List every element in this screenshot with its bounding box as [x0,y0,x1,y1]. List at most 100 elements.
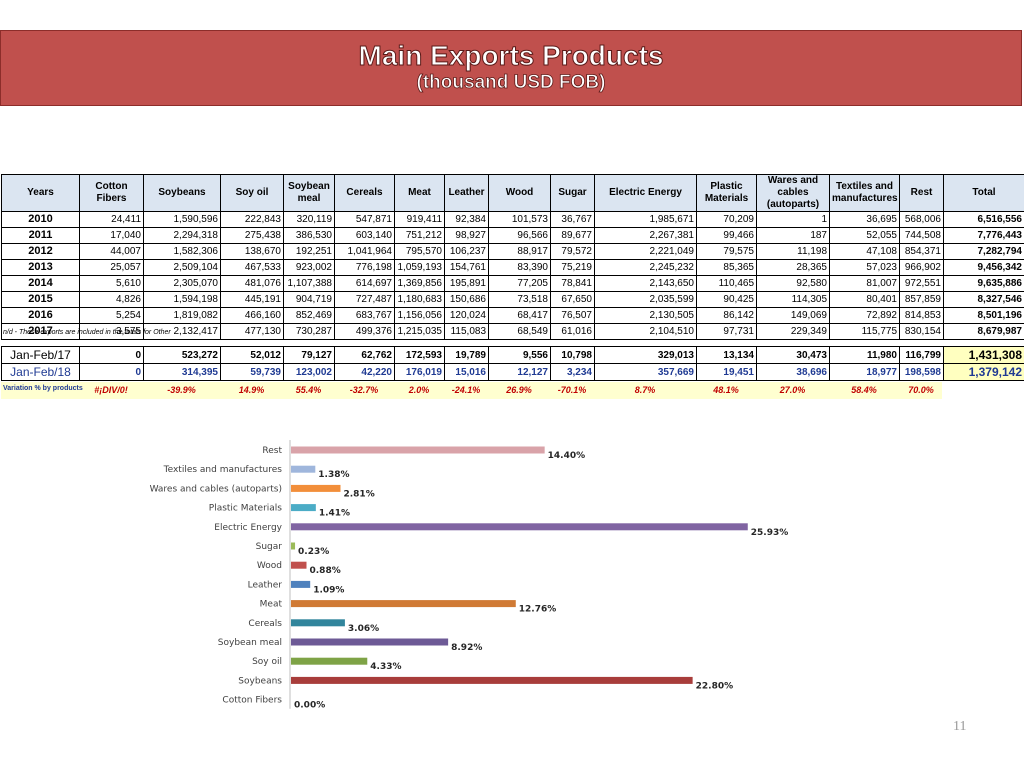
page-subtitle: (thousand USD FOB) [416,72,606,94]
table-cell: 76,507 [550,307,595,324]
table-cell: 2,221,049 [594,243,697,260]
page-title: Main Exports Products [358,40,664,71]
bar [291,523,748,531]
table-cell: 222,843 [220,211,284,228]
category-label: Electric Energy [214,523,282,533]
table-cell: 445,191 [220,291,284,308]
table-cell: 467,533 [220,259,284,276]
table-cell: 187 [756,227,830,244]
table-cell: 72,892 [829,307,900,324]
table-cell: 795,570 [394,243,445,260]
table-cell: 17,040 [79,227,144,244]
table-cell: 6,516,556 [943,211,1024,228]
table-cell: 1,582,306 [143,243,221,260]
table-cell: 52,012 [220,346,284,364]
table-cell: 70,209 [696,211,757,228]
table-cell: 116,799 [899,346,944,364]
table-cell: 79,127 [283,346,335,364]
table-cell: 88,917 [488,243,551,260]
table-cell: 85,365 [696,259,757,276]
table-cell: 62,762 [334,346,395,364]
table-cell: 19,789 [444,346,489,364]
table-cell: 138,670 [220,243,284,260]
data-label: 1.38% [318,470,349,480]
table-cell: 923,002 [283,259,335,276]
category-label: Meat [260,600,283,610]
table-cell: 115,083 [444,323,489,340]
column-header: Sugar [550,174,595,212]
variation-value: 2.0% [408,385,430,395]
table-cell: 114,305 [756,291,830,308]
table-cell: 1,041,964 [334,243,395,260]
variation-label: Variation % by products [3,385,83,392]
table-cell: 106,237 [444,243,489,260]
table-cell: 2,035,599 [594,291,697,308]
table-cell: 854,371 [899,243,944,260]
table-cell: 73,518 [488,291,551,308]
category-label: Wood [257,561,282,571]
table-cell: 80,401 [829,291,900,308]
table-row: 2015 4,826 1,594,198 445,191 904,719 727,487 1… [1,291,1024,308]
table-cell: 1,156,056 [394,307,445,324]
table-cell: 2012 [1,243,80,260]
table-cell: 13,134 [696,346,757,364]
table-cell: 150,686 [444,291,489,308]
data-label: 4.33% [370,662,401,672]
table-cell: 176,019 [394,363,445,381]
table-cell: 730,287 [283,323,335,340]
variation-row: Variation % by products #¡DIV/0! -39.9% 14… [1,382,942,399]
bar [291,484,341,492]
variation-value: 70.0% [908,385,934,395]
table-cell: 52,055 [829,227,900,244]
table-cell: 2,130,505 [594,307,697,324]
table-cell: 2016 [1,307,80,324]
bar [291,676,693,684]
table-cell: 751,212 [394,227,445,244]
table-cell: 18,977 [829,363,900,381]
variation-value: 58.4% [851,385,877,395]
bar [291,504,316,512]
table-cell: 2,294,318 [143,227,221,244]
column-header: Leather [444,174,489,212]
data-label: 3.06% [348,624,379,634]
bar [291,446,545,454]
column-header: Meat [394,174,445,212]
table-cell: 96,566 [488,227,551,244]
table-cell: 99,466 [696,227,757,244]
table-cell: 1,059,193 [394,259,445,276]
table-cell: 523,272 [143,346,221,364]
bar [291,619,345,627]
variation-value: -39.9% [167,385,196,395]
table-cell: 2,143,650 [594,275,697,292]
table-cell: 11,198 [756,243,830,260]
jan-feb-row: Jan-Feb/17 0 523,272 52,012 79,127 62,762 172,… [1,346,1024,364]
table-cell: 7,282,794 [943,243,1024,260]
share-bar-chart: Rest 14.40% Textiles and manufactures 1.38%… [150,440,788,711]
column-header: Soybean meal [283,174,335,212]
column-header: Total [943,174,1024,212]
table-cell: 98,927 [444,227,489,244]
title-banner: Main Exports Products (thousand USD FOB) [0,30,1022,106]
data-label: 2.81% [343,489,374,499]
table-cell: 1,107,388 [283,275,335,292]
table-cell: 59,739 [220,363,284,381]
table-cell: 12,127 [488,363,551,381]
table-cell: 1,180,683 [394,291,445,308]
table-cell: Jan-Feb/17 [1,346,80,364]
table-cell: 314,395 [143,363,221,381]
column-header: Cereals [334,174,395,212]
table-cell: 2,305,070 [143,275,221,292]
table-cell: 28,365 [756,259,830,276]
category-label: Soybeans [238,676,282,686]
table-cell: 9,456,342 [943,259,1024,276]
table-cell: 154,761 [444,259,489,276]
data-label: 22.80% [696,681,734,691]
table-cell: 275,438 [220,227,284,244]
table-cell: 101,573 [488,211,551,228]
table-cell: 857,859 [899,291,944,308]
table-cell: 9,556 [488,346,551,364]
table-cell: 776,198 [334,259,395,276]
table-cell: 172,593 [394,346,445,364]
table-cell: 2010 [1,211,80,228]
table-cell: 36,695 [829,211,900,228]
